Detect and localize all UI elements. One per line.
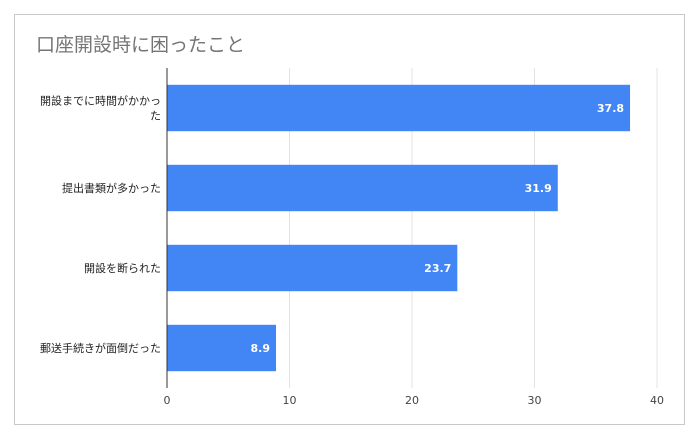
bar-value-label: 23.7: [424, 262, 451, 275]
bar-value-label: 37.8: [597, 102, 624, 115]
category-label-line: 郵送手続きが面倒だった: [40, 341, 161, 355]
category-label: 開設までに時間がかかった: [40, 94, 161, 123]
category-label: 提出書類が多かった: [62, 181, 161, 195]
bar[interactable]: [167, 84, 631, 132]
x-tick-label: 20: [405, 394, 419, 407]
category-label-line: 開設までに時間がかかっ: [40, 94, 161, 108]
x-tick-label: 0: [164, 394, 171, 407]
chart-title: 口座開設時に困ったこと: [36, 34, 246, 56]
bar[interactable]: [167, 244, 458, 292]
chart-frame: [14, 14, 685, 425]
category-label-line: た: [150, 110, 161, 123]
category-label: 郵送手続きが面倒だった: [40, 341, 161, 355]
category-label-line: 開設を断られた: [84, 261, 161, 275]
bar[interactable]: [167, 164, 558, 212]
x-tick-label: 10: [283, 394, 297, 407]
x-tick-label: 30: [528, 394, 542, 407]
category-label: 開設を断られた: [84, 261, 161, 275]
bar[interactable]: [167, 324, 277, 372]
bar-value-label: 8.9: [251, 342, 271, 355]
bar-value-label: 31.9: [525, 182, 552, 195]
x-tick-label: 40: [650, 394, 664, 407]
category-label-line: 提出書類が多かった: [62, 181, 161, 195]
